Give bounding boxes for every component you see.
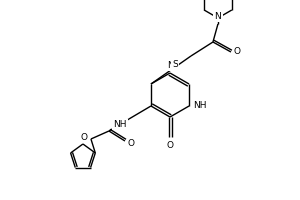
Text: N: N — [214, 12, 221, 21]
Text: NH: NH — [113, 120, 127, 129]
Text: NH: NH — [193, 102, 207, 110]
Text: O: O — [80, 133, 87, 142]
Text: N: N — [167, 61, 173, 70]
Text: O: O — [128, 138, 135, 148]
Text: S: S — [172, 60, 178, 69]
Text: O: O — [167, 141, 173, 150]
Text: O: O — [234, 47, 241, 56]
